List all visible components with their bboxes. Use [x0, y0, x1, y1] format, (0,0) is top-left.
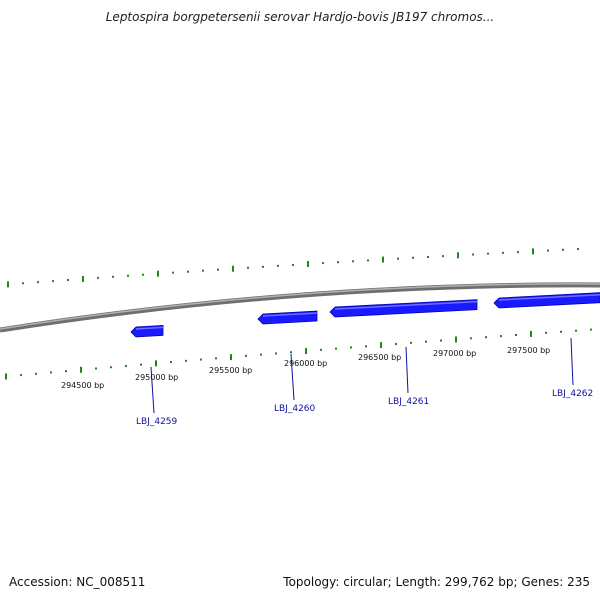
- genome-backbone: [0, 282, 600, 333]
- bp-label: 295000 bp: [135, 373, 178, 382]
- genome-stats-text: Topology: circular; Length: 299,762 bp; …: [283, 575, 590, 589]
- map-title: Leptospira borgpetersenii serovar Hardjo…: [105, 10, 495, 24]
- gene-arrow-lbj-4261[interactable]: [329, 299, 478, 318]
- gene-arrow-lbj-4262[interactable]: [493, 292, 600, 309]
- gene-labels: LBJ_4259 LBJ_4260 LBJ_4261 LBJ_4262: [136, 337, 593, 427]
- bp-label: 294500 bp: [61, 381, 104, 390]
- gene-arrow-lbj-4260[interactable]: [257, 310, 318, 325]
- gene-track: [130, 292, 600, 338]
- outer-tick-track: [7, 248, 579, 288]
- bp-label: 297000 bp: [433, 349, 476, 358]
- gene-label-lbj-4261[interactable]: LBJ_4261: [388, 397, 429, 407]
- bp-label: 296000 bp: [284, 359, 327, 368]
- bp-label: 295500 bp: [209, 366, 252, 375]
- gene-label-lbj-4259[interactable]: LBJ_4259: [136, 417, 178, 427]
- bp-label: 296500 bp: [358, 353, 401, 362]
- bp-label: 297500 bp: [507, 346, 550, 355]
- gene-label-lbj-4260[interactable]: LBJ_4260: [274, 404, 316, 414]
- inner-tick-track: [5, 328, 592, 380]
- accession-text: Accession: NC_008511: [9, 575, 146, 589]
- gene-label-lbj-4262[interactable]: LBJ_4262: [552, 389, 593, 399]
- bp-scale-labels: 294500 bp 295000 bp 295500 bp 296000 bp …: [61, 346, 550, 390]
- gene-arrow-lbj-4259[interactable]: [130, 324, 164, 338]
